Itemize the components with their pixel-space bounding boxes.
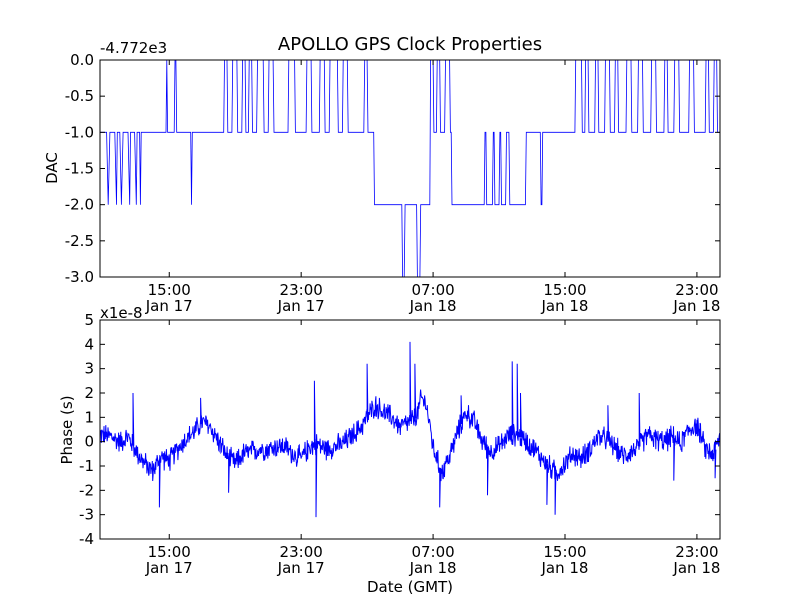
phase-series-line <box>100 341 720 518</box>
dac-xtick-date: Jan 17 <box>145 297 193 315</box>
dac-ytick-label: 0.0 <box>70 51 94 69</box>
dac-xtick-date: Jan 18 <box>541 297 589 315</box>
phase-xtick-date: Jan 17 <box>145 559 193 577</box>
x-axis-label: Date (GMT) <box>367 578 453 596</box>
phase-ytick-label: -3 <box>79 506 94 524</box>
phase-xtick-time: 07:00 <box>411 543 454 561</box>
phase-xtick-date: Jan 17 <box>277 559 325 577</box>
phase-xtick-date: Jan 18 <box>409 559 457 577</box>
dac-xtick-time: 07:00 <box>411 281 454 299</box>
phase-xtick-date: Jan 18 <box>672 559 720 577</box>
phase-xtick-time: 15:00 <box>148 543 191 561</box>
phase-offset-text: x1e-8 <box>100 304 143 322</box>
phase-ytick-label: 1 <box>84 408 94 426</box>
dac-series-line <box>100 60 720 277</box>
dac-xtick-time: 23:00 <box>675 281 718 299</box>
phase-ytick-label: 2 <box>84 384 94 402</box>
dac-panel: -4.772e3 DAC 0.0 -0.5 -1.0 -1.5 -2.0 -2.5 -3.0… <box>43 39 721 315</box>
dac-xtick-time: 15:00 <box>148 281 191 299</box>
dac-xtick-time: 15:00 <box>543 281 586 299</box>
phase-ytick-label: 0 <box>84 433 94 451</box>
phase-ytick-label: 5 <box>84 311 94 329</box>
chart-title: APOLLO GPS Clock Properties <box>278 34 542 55</box>
dac-offset-text: -4.772e3 <box>100 39 167 57</box>
phase-xtick-date: Jan 18 <box>541 559 589 577</box>
phase-ytick-label: 4 <box>84 335 94 353</box>
dac-xtick-date: Jan 17 <box>277 297 325 315</box>
phase-xtick-time: 15:00 <box>543 543 586 561</box>
dac-ytick-label: -0.5 <box>65 87 94 105</box>
dac-ytick-label: -1.0 <box>65 123 94 141</box>
dac-xtick-date: Jan 18 <box>409 297 457 315</box>
phase-ytick-label: -4 <box>79 530 94 548</box>
phase-ytick-label: -1 <box>79 457 94 475</box>
phase-axes-frame <box>99 319 721 540</box>
dac-ytick-label: -2.0 <box>65 196 94 214</box>
dac-axes-frame <box>99 59 721 278</box>
dac-xtick-date: Jan 18 <box>672 297 720 315</box>
phase-xtick-time: 23:00 <box>675 543 718 561</box>
phase-ytick-label: 3 <box>84 360 94 378</box>
phase-xtick-time: 23:00 <box>280 543 323 561</box>
dac-ytick-label: -3.0 <box>65 268 94 286</box>
dac-xtick-time: 23:00 <box>280 281 323 299</box>
phase-ytick-label: -2 <box>79 481 94 499</box>
dac-ytick-label: -1.5 <box>65 160 94 178</box>
phase-ylabel: Phase (s) <box>58 395 76 464</box>
dac-ytick-label: -2.5 <box>65 232 94 250</box>
dac-ylabel: DAC <box>43 152 61 184</box>
